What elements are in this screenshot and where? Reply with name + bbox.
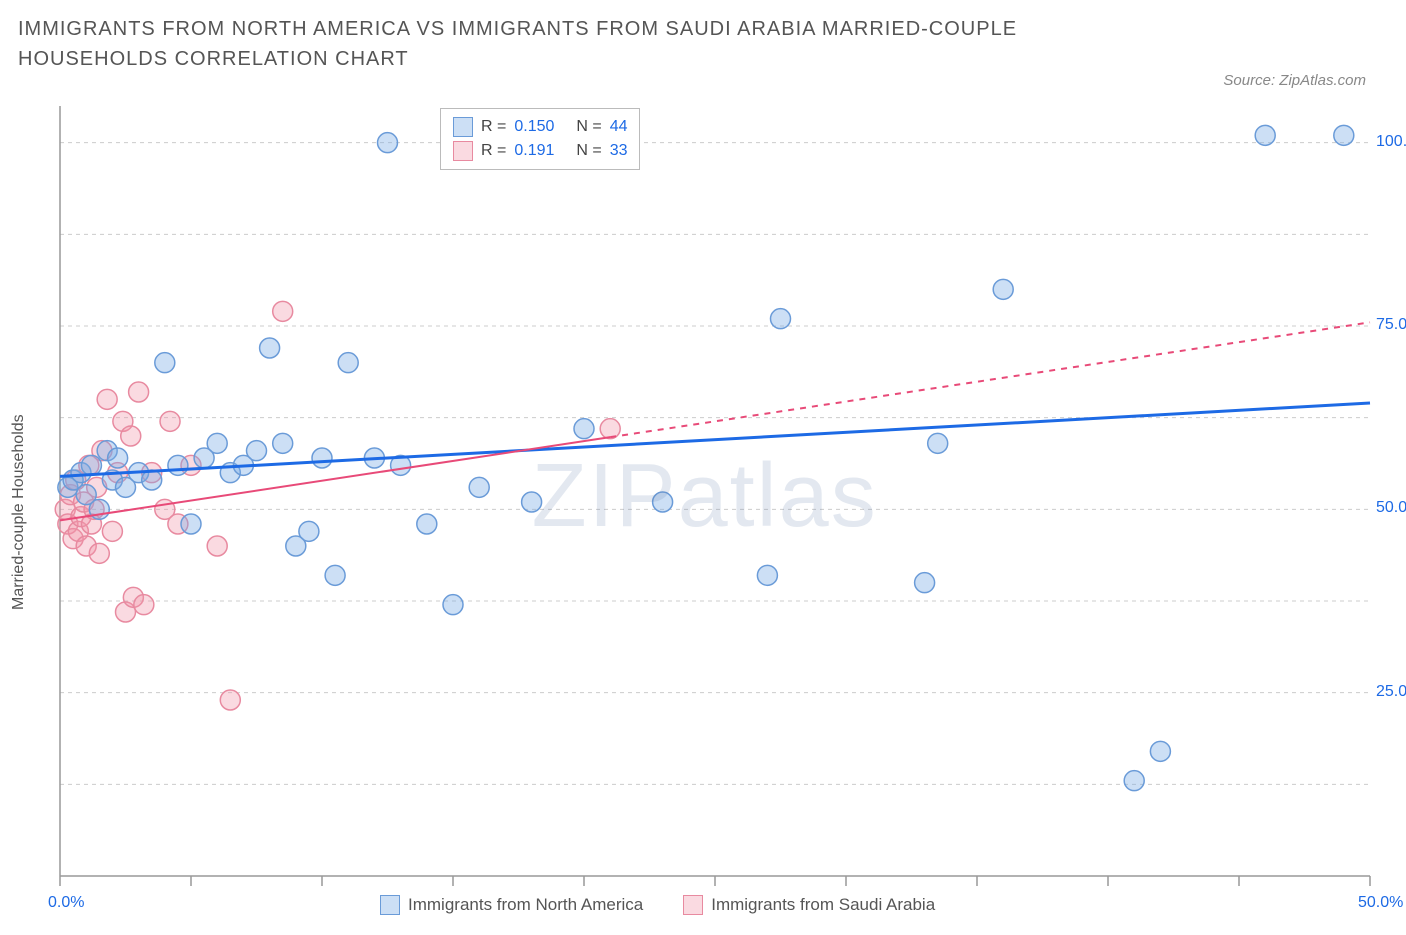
y-tick-label: 50.0% <box>1376 499 1406 517</box>
data-point <box>97 389 117 409</box>
legend-r-value: 0.191 <box>514 139 568 163</box>
data-point <box>181 514 201 534</box>
data-point <box>108 448 128 468</box>
data-point <box>1150 741 1170 761</box>
data-point <box>600 419 620 439</box>
data-point <box>757 565 777 585</box>
legend-swatch-icon <box>453 117 473 137</box>
data-point <box>89 543 109 563</box>
data-point <box>338 353 358 373</box>
data-point <box>522 492 542 512</box>
legend-r-value: 0.150 <box>514 115 568 139</box>
data-point <box>653 492 673 512</box>
data-point <box>312 448 332 468</box>
y-tick-label: 25.0% <box>1376 683 1406 701</box>
data-point <box>915 573 935 593</box>
data-point <box>260 338 280 358</box>
series-legend-item: Immigrants from Saudi Arabia <box>683 895 935 915</box>
data-point <box>928 433 948 453</box>
y-tick-label: 75.0% <box>1376 316 1406 334</box>
data-point <box>273 301 293 321</box>
data-point <box>220 690 240 710</box>
data-point <box>168 455 188 475</box>
data-point <box>102 521 122 541</box>
data-point <box>417 514 437 534</box>
data-point <box>1334 125 1354 145</box>
series-legend-item: Immigrants from North America <box>380 895 643 915</box>
series-label: Immigrants from North America <box>408 895 643 915</box>
scatter-chart <box>0 0 1406 935</box>
data-point <box>134 595 154 615</box>
legend-row: R = 0.150 N = 44 <box>453 115 627 139</box>
data-point <box>129 382 149 402</box>
data-point <box>378 133 398 153</box>
data-point <box>155 353 175 373</box>
correlation-legend: R = 0.150 N = 44 R = 0.191 N = 33 <box>440 108 640 170</box>
x-tick-label: 50.0% <box>1358 894 1403 912</box>
x-tick-label: 0.0% <box>48 894 84 912</box>
data-point <box>207 433 227 453</box>
data-point <box>273 433 293 453</box>
data-point <box>160 411 180 431</box>
legend-n-label: N = <box>576 139 601 163</box>
legend-r-label: R = <box>481 139 506 163</box>
legend-n-label: N = <box>576 115 601 139</box>
series-label: Immigrants from Saudi Arabia <box>711 895 935 915</box>
data-point <box>325 565 345 585</box>
data-point <box>993 279 1013 299</box>
y-tick-label: 100.0% <box>1376 133 1406 151</box>
legend-row: R = 0.191 N = 33 <box>453 139 627 163</box>
data-point <box>247 441 267 461</box>
series-legend: Immigrants from North America Immigrants … <box>380 895 935 915</box>
data-point <box>443 595 463 615</box>
data-point <box>299 521 319 541</box>
legend-swatch-icon <box>683 895 703 915</box>
data-point <box>1255 125 1275 145</box>
data-point <box>1124 771 1144 791</box>
legend-swatch-icon <box>453 141 473 161</box>
data-point <box>207 536 227 556</box>
legend-n-value: 44 <box>610 115 628 139</box>
legend-n-value: 33 <box>610 139 628 163</box>
data-point <box>771 309 791 329</box>
legend-swatch-icon <box>380 895 400 915</box>
legend-r-label: R = <box>481 115 506 139</box>
data-point <box>121 426 141 446</box>
data-point <box>574 419 594 439</box>
data-point <box>469 477 489 497</box>
data-point <box>81 455 101 475</box>
